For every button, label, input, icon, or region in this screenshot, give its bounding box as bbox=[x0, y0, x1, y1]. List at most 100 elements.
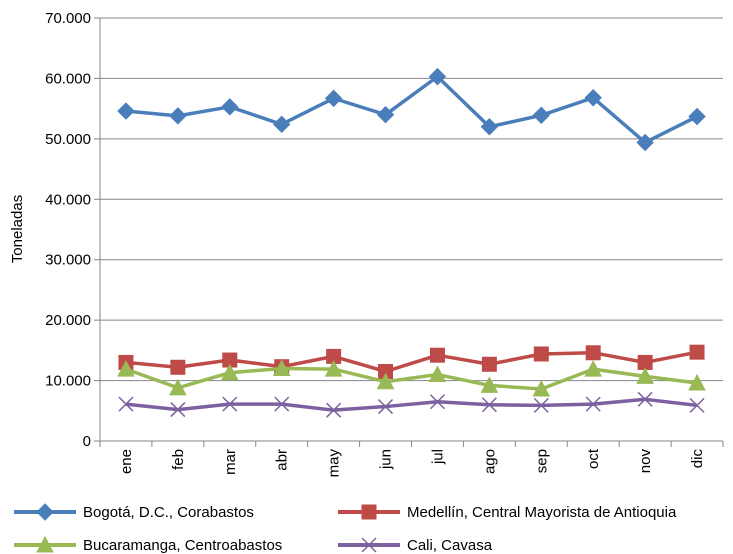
series-line bbox=[125, 74, 698, 145]
series-3 bbox=[117, 359, 706, 397]
x-tick-label: feb bbox=[170, 449, 187, 470]
data-point bbox=[429, 394, 445, 410]
legend-item: Bucaramanga, Centroabastos bbox=[14, 535, 282, 554]
x-tick-label: may bbox=[326, 449, 343, 478]
y-tick-label: 70.000 bbox=[45, 10, 91, 27]
legend-marker bbox=[361, 504, 377, 520]
data-point bbox=[324, 89, 343, 108]
x-tick-label: jul bbox=[429, 449, 446, 465]
series-line bbox=[125, 366, 698, 391]
marker-stroke bbox=[222, 396, 238, 412]
marker-stroke bbox=[637, 391, 653, 407]
data-point bbox=[584, 89, 602, 107]
data-point bbox=[376, 105, 395, 124]
data-point bbox=[326, 402, 342, 418]
marker-stroke bbox=[274, 396, 290, 412]
y-tick-label: 40.000 bbox=[45, 191, 91, 208]
series-1 bbox=[117, 67, 706, 152]
x-tick-label: dic bbox=[689, 449, 706, 469]
data-point bbox=[274, 396, 290, 412]
data-point bbox=[688, 373, 706, 391]
series-2 bbox=[118, 344, 705, 380]
legend-marker bbox=[361, 537, 377, 553]
marker-stroke bbox=[170, 402, 186, 418]
x-tick-label: oct bbox=[585, 448, 602, 469]
data-point bbox=[272, 359, 291, 376]
data-point bbox=[637, 391, 653, 407]
data-point bbox=[533, 397, 549, 413]
data-point bbox=[585, 345, 601, 361]
x-tick-label: jun bbox=[378, 449, 395, 470]
data-point bbox=[689, 344, 705, 360]
data-point bbox=[169, 378, 187, 396]
legend-label: Cali, Cavasa bbox=[407, 537, 493, 554]
x-tick-label: nov bbox=[637, 449, 654, 474]
data-point bbox=[584, 360, 603, 377]
legend-label: Bucaramanga, Centroabastos bbox=[83, 537, 282, 554]
data-point bbox=[170, 402, 186, 418]
series-group bbox=[117, 67, 706, 418]
marker-stroke bbox=[378, 399, 394, 415]
legend-marker bbox=[36, 503, 54, 521]
marker-stroke bbox=[326, 402, 342, 418]
x-tick-label: mar bbox=[222, 449, 239, 475]
data-point bbox=[481, 397, 497, 413]
data-point bbox=[117, 360, 135, 377]
legend-item: Bogotá, D.C., Corabastos bbox=[14, 503, 254, 521]
y-axis-title: Toneladas bbox=[9, 195, 26, 263]
data-point bbox=[428, 365, 447, 383]
data-point bbox=[170, 359, 186, 375]
marker-stroke bbox=[585, 396, 601, 412]
data-point bbox=[480, 376, 499, 393]
data-point bbox=[480, 118, 499, 136]
legend: Bogotá, D.C., Corabastos Medellín, Centra… bbox=[14, 503, 677, 554]
data-point bbox=[636, 367, 654, 384]
data-point bbox=[429, 347, 445, 363]
y-tick-label: 10.000 bbox=[45, 373, 91, 390]
data-point bbox=[636, 133, 654, 152]
data-point bbox=[273, 115, 291, 134]
marker-stroke bbox=[361, 537, 377, 553]
y-axis-ticks: 0 10.000 20.000 30.000 40.000 50.000 60.000 70.… bbox=[45, 10, 100, 450]
marker-stroke bbox=[533, 397, 549, 413]
data-point bbox=[117, 102, 135, 120]
data-point bbox=[221, 98, 239, 116]
x-axis-ticks: ene feb mar abr may jun jul ago sep oct nov dic bbox=[99, 441, 724, 478]
y-tick-label: 30.000 bbox=[45, 252, 91, 269]
data-point bbox=[689, 397, 705, 413]
legend-item: Cali, Cavasa bbox=[338, 537, 493, 554]
data-point bbox=[585, 396, 601, 412]
data-point bbox=[428, 67, 447, 86]
marker-stroke bbox=[118, 396, 134, 412]
series-line bbox=[125, 397, 698, 412]
marker-stroke bbox=[689, 397, 705, 413]
legend-marker bbox=[36, 535, 54, 553]
y-tick-label: 20.000 bbox=[45, 312, 91, 329]
data-point bbox=[481, 356, 497, 372]
data-point bbox=[533, 346, 549, 362]
series-line bbox=[125, 350, 698, 374]
data-point bbox=[688, 107, 706, 126]
y-tick-label: 50.000 bbox=[45, 131, 91, 148]
x-tick-label: ene bbox=[118, 449, 135, 474]
data-point bbox=[532, 379, 551, 397]
marker-stroke bbox=[481, 397, 497, 413]
y-tick-label: 0 bbox=[83, 433, 91, 450]
data-point bbox=[378, 399, 394, 415]
legend-label: Medellín, Central Mayorista de Antioquia bbox=[407, 504, 677, 521]
data-point bbox=[532, 106, 550, 124]
data-point bbox=[118, 396, 134, 412]
series-4 bbox=[118, 391, 705, 418]
marker-stroke bbox=[429, 394, 445, 410]
data-point bbox=[169, 107, 187, 125]
x-tick-label: sep bbox=[533, 449, 550, 473]
legend-label: Bogotá, D.C., Corabastos bbox=[83, 504, 254, 521]
y-tick-label: 60.000 bbox=[45, 70, 91, 87]
x-tick-label: ago bbox=[481, 449, 498, 474]
grid-lines bbox=[100, 17, 723, 382]
legend-item: Medellín, Central Mayorista de Antioquia bbox=[338, 504, 677, 521]
x-tick-label: abr bbox=[274, 449, 291, 471]
data-point bbox=[324, 360, 343, 377]
data-point bbox=[376, 372, 395, 390]
